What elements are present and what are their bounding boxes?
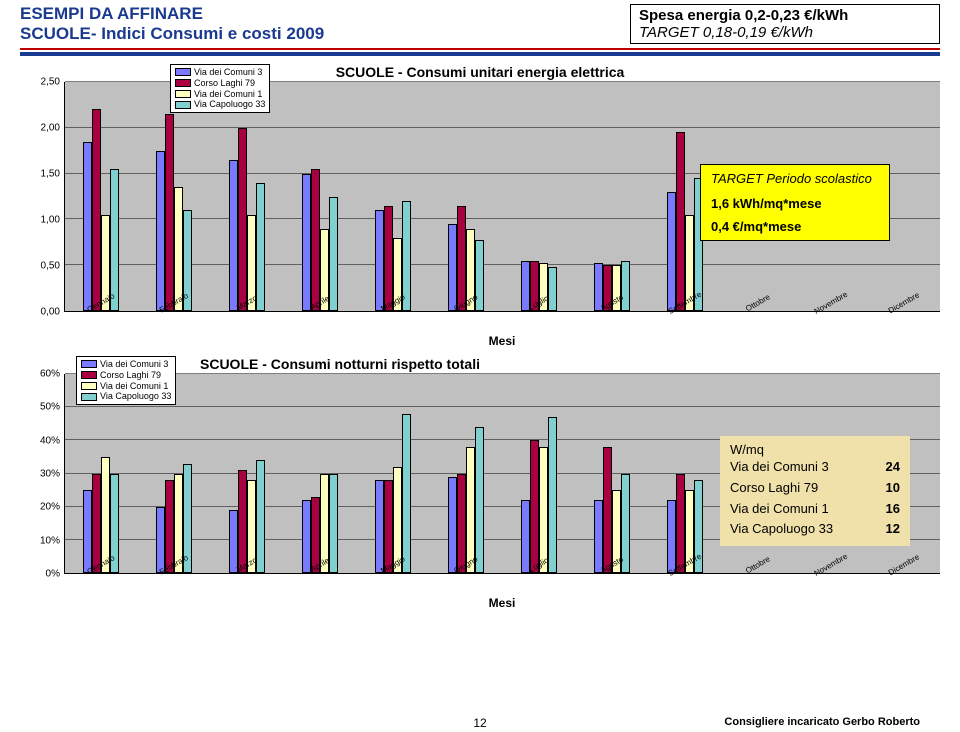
legend-label: Via dei Comuni 3 bbox=[194, 67, 262, 78]
red-rule bbox=[20, 48, 940, 50]
legend-item: Via dei Comuni 1 bbox=[81, 381, 171, 392]
wmq-row: Via dei Comuni 3 24 bbox=[730, 457, 900, 478]
chart1-xtitle: Mesi bbox=[64, 334, 940, 348]
legend-swatch bbox=[175, 79, 191, 87]
wmq-value: 12 bbox=[886, 519, 900, 540]
header: ESEMPI DA AFFINARE SCUOLE- Indici Consum… bbox=[0, 0, 960, 46]
wmq-title: W/mq bbox=[730, 442, 900, 457]
legend-item: Corso Laghi 79 bbox=[175, 78, 265, 89]
target-periodo-box: TARGET Periodo scolastico 1,6 kWh/mq*mes… bbox=[700, 164, 890, 241]
y-tick: 0% bbox=[46, 569, 60, 580]
cost-target-box: Spesa energia 0,2-0,23 €/kWh TARGET 0,18… bbox=[630, 4, 940, 44]
legend-label: Via dei Comuni 3 bbox=[100, 359, 168, 370]
target-eur: 0,4 €/mq*mese bbox=[711, 219, 879, 234]
bar bbox=[92, 109, 101, 311]
bar bbox=[676, 132, 685, 311]
wmq-row: Via dei Comuni 1 16 bbox=[730, 499, 900, 520]
bar bbox=[302, 174, 311, 311]
legend-label: Via Capoluogo 33 bbox=[194, 99, 265, 110]
legend-swatch bbox=[81, 393, 97, 401]
legend-item: Via dei Comuni 3 bbox=[175, 67, 265, 78]
chart1-title: SCUOLE - Consumi unitari energia elettri… bbox=[20, 64, 940, 80]
legend-swatch bbox=[81, 360, 97, 368]
chart1-legend: Via dei Comuni 3Corso Laghi 79Via dei Co… bbox=[170, 64, 270, 113]
legend-swatch bbox=[175, 68, 191, 76]
wmq-row: Corso Laghi 79 10 bbox=[730, 478, 900, 499]
chart2-xtitle: Mesi bbox=[64, 596, 940, 610]
legend-item: Via dei Comuni 1 bbox=[175, 89, 265, 100]
target-label: TARGET Periodo scolastico bbox=[711, 171, 879, 186]
spesa-line: Spesa energia 0,2-0,23 €/kWh bbox=[639, 7, 931, 24]
wmq-value: 16 bbox=[886, 499, 900, 520]
blue-rule bbox=[20, 52, 940, 56]
legend-swatch bbox=[175, 101, 191, 109]
y-tick: 30% bbox=[40, 469, 60, 480]
wmq-label: Via dei Comuni 1 bbox=[730, 499, 829, 520]
legend-item: Via Capoluogo 33 bbox=[175, 99, 265, 110]
wmq-label: Via dei Comuni 3 bbox=[730, 457, 829, 478]
legend-item: Via Capoluogo 33 bbox=[81, 391, 171, 402]
legend-swatch bbox=[175, 90, 191, 98]
bar bbox=[83, 142, 92, 311]
bar bbox=[156, 151, 165, 311]
wmq-box: W/mqVia dei Comuni 324Corso Laghi 7910Vi… bbox=[720, 436, 910, 546]
legend-item: Corso Laghi 79 bbox=[81, 370, 171, 381]
target-line: TARGET 0,18-0,19 €/kWh bbox=[639, 24, 931, 41]
chart-consumi-unitari: SCUOLE - Consumi unitari energia elettri… bbox=[20, 64, 940, 348]
wmq-value: 10 bbox=[886, 478, 900, 499]
bar bbox=[667, 192, 676, 311]
footer: Consigliere incaricato Gerbo Roberto bbox=[0, 716, 960, 728]
y-tick: 50% bbox=[40, 402, 60, 413]
wmq-row: Via Capoluogo 33 12 bbox=[730, 519, 900, 540]
y-tick: 20% bbox=[40, 502, 60, 513]
legend-swatch bbox=[81, 371, 97, 379]
legend-label: Via dei Comuni 1 bbox=[194, 89, 262, 100]
y-tick: 2,00 bbox=[41, 123, 60, 134]
y-tick: 60% bbox=[40, 369, 60, 380]
legend-label: Corso Laghi 79 bbox=[100, 370, 161, 381]
chart2-yaxis: 0%10%20%30%40%50%60% bbox=[20, 374, 64, 574]
chart2-title: SCUOLE - Consumi notturni rispetto total… bbox=[200, 356, 940, 372]
chart-consumi-notturni: SCUOLE - Consumi notturni rispetto total… bbox=[20, 356, 940, 610]
wmq-label: Corso Laghi 79 bbox=[730, 478, 818, 499]
chart1-xlabels: GennaioFebbraioMarzoAprileMaggioGiugnoLu… bbox=[64, 312, 940, 330]
bar bbox=[238, 128, 247, 311]
y-tick: 0,00 bbox=[41, 307, 60, 318]
y-tick: 10% bbox=[40, 535, 60, 546]
y-tick: 1,50 bbox=[41, 169, 60, 180]
legend-label: Via dei Comuni 1 bbox=[100, 381, 168, 392]
page-title: ESEMPI DA AFFINARE bbox=[20, 4, 630, 24]
wmq-label: Via Capoluogo 33 bbox=[730, 519, 833, 540]
bar bbox=[165, 114, 174, 311]
target-kwh: 1,6 kWh/mq*mese bbox=[711, 196, 879, 211]
y-tick: 0,50 bbox=[41, 261, 60, 272]
wmq-value: 24 bbox=[886, 457, 900, 478]
author: Consigliere incaricato Gerbo Roberto bbox=[724, 716, 920, 728]
legend-item: Via dei Comuni 3 bbox=[81, 359, 171, 370]
legend-swatch bbox=[81, 382, 97, 390]
legend-label: Via Capoluogo 33 bbox=[100, 391, 171, 402]
y-tick: 40% bbox=[40, 435, 60, 446]
page-subtitle: SCUOLE- Indici Consumi e costi 2009 bbox=[20, 24, 630, 44]
chart2-xlabels: GennaioFebbraioMarzoAprileMaggioGiugnoLu… bbox=[64, 574, 940, 592]
bar bbox=[311, 169, 320, 311]
chart1-yaxis: 0,000,501,001,502,002,50 bbox=[20, 82, 64, 312]
y-tick: 1,00 bbox=[41, 215, 60, 226]
legend-label: Corso Laghi 79 bbox=[194, 78, 255, 89]
chart2-legend: Via dei Comuni 3Corso Laghi 79Via dei Co… bbox=[76, 356, 176, 405]
bar bbox=[229, 160, 238, 311]
y-tick: 2,50 bbox=[41, 77, 60, 88]
